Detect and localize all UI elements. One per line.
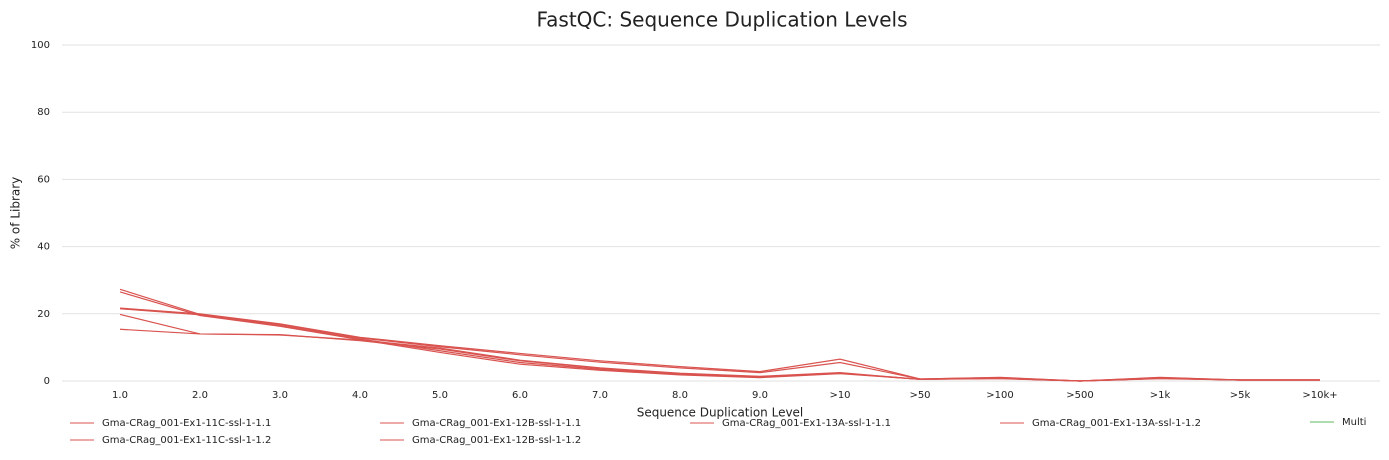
legend-label: Gma-CRag_001-Ex1-11C-ssl-1-1.2 <box>102 435 271 446</box>
x-tick-label: 9.0 <box>752 390 768 401</box>
x-tick-label: 3.0 <box>272 390 288 401</box>
legend-label: Gma-CRag_001-Ex1-13A-ssl-1-1.2 <box>1032 418 1201 429</box>
x-tick-label: >10 <box>829 390 850 401</box>
x-tick-label: 7.0 <box>592 390 608 401</box>
y-axis-label: % of Library <box>9 177 23 250</box>
x-tick-label: 5.0 <box>432 390 448 401</box>
y-tick-label: 40 <box>37 242 50 253</box>
x-tick-label: >1k <box>1150 390 1171 401</box>
x-tick-label: 6.0 <box>512 390 528 401</box>
x-tick-label: 2.0 <box>192 390 208 401</box>
legend-label: Gma-CRag_001-Ex1-12B-ssl-1-1.2 <box>412 435 581 446</box>
x-tick-label: >5k <box>1230 390 1251 401</box>
series-line <box>119 288 1320 382</box>
y-tick-label: 0 <box>44 376 50 387</box>
y-tick-label: 100 <box>31 40 50 51</box>
legend-label: Gma-CRag_001-Ex1-11C-ssl-1-1.1 <box>102 418 271 429</box>
y-tick-label: 20 <box>37 309 50 320</box>
y-tick-label: 60 <box>37 174 50 185</box>
x-tick-label: 1.0 <box>112 390 128 401</box>
x-tick-label: 8.0 <box>672 390 688 401</box>
x-axis-label: Sequence Duplication Level <box>637 406 804 420</box>
x-tick-label: 4.0 <box>352 390 368 401</box>
legend-label: Gma-CRag_001-Ex1-13A-ssl-1-1.1 <box>722 418 891 429</box>
x-tick-label: >10k+ <box>1302 390 1337 401</box>
legend-label: Multi <box>1342 417 1366 428</box>
x-tick-label: >500 <box>1066 390 1093 401</box>
x-tick-label: >50 <box>909 390 930 401</box>
chart-title: FastQC: Sequence Duplication Levels <box>536 8 907 32</box>
legend-label: Gma-CRag_001-Ex1-12B-ssl-1-1.1 <box>412 418 581 429</box>
series-line <box>119 308 1320 382</box>
y-tick-label: 80 <box>37 107 50 118</box>
series-line <box>119 328 1320 382</box>
series-line <box>119 313 1320 382</box>
x-tick-label: >100 <box>986 390 1013 401</box>
